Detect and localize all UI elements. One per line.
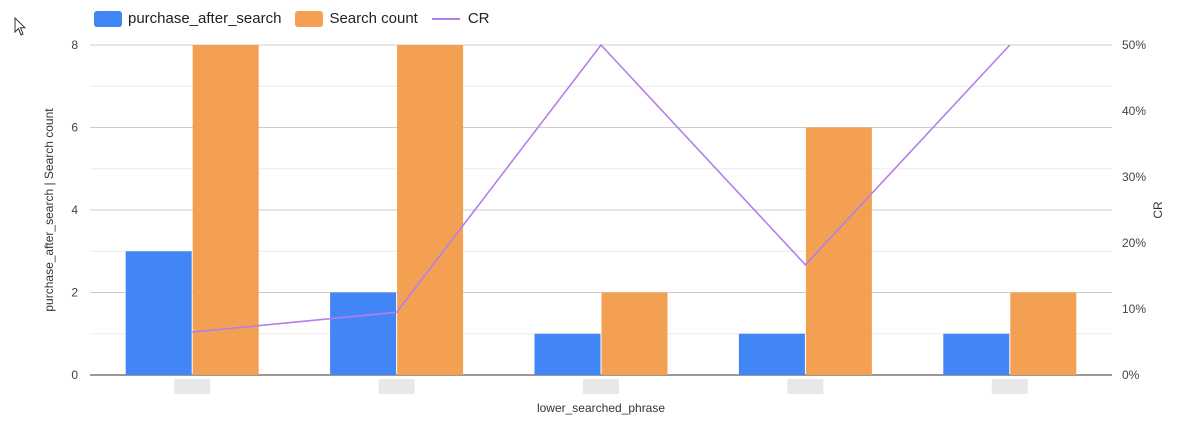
y2-tick-label: 40%	[1122, 104, 1146, 118]
bar-search-count[interactable]	[601, 292, 668, 376]
x-tick-label-redacted	[174, 379, 211, 394]
y-axis-title: purchase_after_search | Search count	[42, 108, 56, 312]
x-tick-label-redacted	[378, 379, 415, 394]
y-tick-label: 0	[71, 368, 78, 382]
y-tick-label: 8	[71, 38, 78, 52]
legend-label: Search count	[329, 10, 418, 27]
mouse-cursor-icon	[14, 17, 26, 36]
legend-label: purchase_after_search	[128, 10, 282, 27]
y2-tick-label: 50%	[1122, 38, 1146, 52]
bar-purchase-after-search[interactable]	[943, 333, 1010, 375]
bar-search-count[interactable]	[805, 127, 872, 376]
legend-item-purchase-after-search[interactable]: purchase_after_search	[94, 10, 281, 27]
bar-purchase-after-search[interactable]	[738, 333, 805, 375]
legend-swatch	[431, 17, 460, 20]
legend-swatch	[295, 10, 324, 27]
legend-item-cr[interactable]: CR	[431, 10, 490, 27]
y2-axis-title: CR	[1151, 201, 1165, 219]
y2-tick-label: 10%	[1122, 302, 1146, 316]
x-tick-label-redacted	[991, 379, 1028, 394]
bar-purchase-after-search[interactable]	[330, 292, 397, 376]
y2-tick-label: 20%	[1122, 236, 1146, 250]
legend-swatch	[94, 10, 122, 27]
legend-label: CR	[467, 10, 490, 27]
line-cr[interactable]	[192, 43, 1011, 333]
x-tick-label-redacted	[787, 379, 824, 394]
y-tick-label: 2	[71, 286, 78, 300]
bar-search-count[interactable]	[1010, 292, 1077, 376]
chart-legend: purchase_after_search Search count CR	[94, 10, 504, 27]
bar-purchase-after-search[interactable]	[125, 251, 192, 375]
bar-search-count[interactable]	[192, 45, 259, 375]
y2-tick-label: 0%	[1122, 368, 1140, 382]
x-tick-label-redacted	[583, 379, 619, 394]
bar-purchase-after-search[interactable]	[534, 333, 601, 375]
bar-search-count[interactable]	[397, 45, 464, 375]
y-tick-label: 6	[71, 121, 78, 135]
x-axis-title: lower_searched_phrase	[537, 401, 665, 415]
legend-item-search-count[interactable]: Search count	[295, 10, 418, 27]
y-tick-label: 4	[71, 203, 78, 217]
y2-tick-label: 30%	[1122, 170, 1146, 184]
